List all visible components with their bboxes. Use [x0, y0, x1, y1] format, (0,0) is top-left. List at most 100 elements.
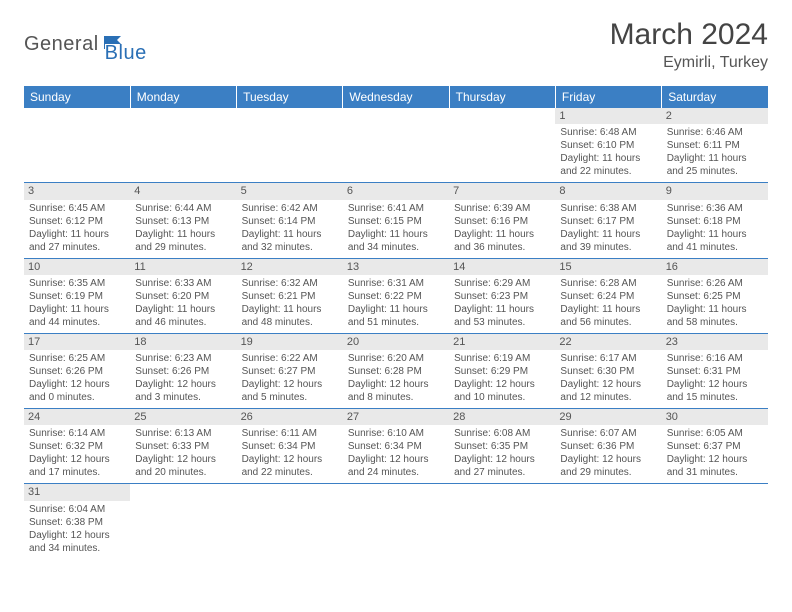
cell-sunrise: Sunrise: 6:16 AM — [667, 352, 763, 365]
day-number: 16 — [662, 259, 768, 275]
calendar-cell: 6Sunrise: 6:41 AMSunset: 6:15 PMDaylight… — [343, 183, 449, 258]
cell-sunset: Sunset: 6:10 PM — [560, 139, 656, 152]
cell-sunrise: Sunrise: 6:46 AM — [667, 126, 763, 139]
day-number: 10 — [24, 259, 130, 275]
day-number: 25 — [130, 409, 236, 425]
calendar-cell: 16Sunrise: 6:26 AMSunset: 6:25 PMDayligh… — [662, 258, 768, 333]
cell-dl1: Daylight: 11 hours — [135, 303, 231, 316]
cell-sunset: Sunset: 6:14 PM — [242, 215, 338, 228]
calendar-cell — [130, 484, 236, 559]
day-number: 28 — [449, 409, 555, 425]
cell-dl2: and 51 minutes. — [348, 316, 444, 329]
cell-dl2: and 29 minutes. — [560, 466, 656, 479]
calendar-cell: 25 Sunrise: 6:13 AMSunset: 6:33 PMDayligh… — [130, 409, 236, 484]
cell-sunset: Sunset: 6:30 PM — [560, 365, 656, 378]
cell-sunset: Sunset: 6:27 PM — [242, 365, 338, 378]
cell-dl1: Daylight: 11 hours — [560, 152, 656, 165]
cell-dl2: and 24 minutes. — [348, 466, 444, 479]
cell-sunrise: Sunrise: 6:13 AM — [135, 427, 231, 440]
calendar-cell: 22Sunrise: 6:17 AMSunset: 6:30 PMDayligh… — [555, 333, 661, 408]
cell-sunset: Sunset: 6:12 PM — [29, 215, 125, 228]
calendar-cell: 20Sunrise: 6:20 AMSunset: 6:28 PMDayligh… — [343, 333, 449, 408]
cell-dl1: Daylight: 12 hours — [667, 453, 763, 466]
calendar-row: 1Sunrise: 6:48 AMSunset: 6:10 PMDaylight… — [24, 108, 768, 183]
cell-sunrise: Sunrise: 6:42 AM — [242, 202, 338, 215]
day-number: 23 — [662, 334, 768, 350]
day-number: 31 — [24, 484, 130, 500]
cell-sunrise: Sunrise: 6:44 AM — [135, 202, 231, 215]
cell-dl2: and 58 minutes. — [667, 316, 763, 329]
cell-dl2: and 48 minutes. — [242, 316, 338, 329]
cell-sunrise: Sunrise: 6:14 AM — [29, 427, 125, 440]
calendar-cell: 24Sunrise: 6:14 AMSunset: 6:32 PMDayligh… — [24, 409, 130, 484]
cell-sunrise: Sunrise: 6:35 AM — [29, 277, 125, 290]
day-number: 9 — [662, 183, 768, 199]
cell-dl2: and 12 minutes. — [560, 391, 656, 404]
day-number: 13 — [343, 259, 449, 275]
title-block: March 2024 Eymirli, Turkey — [610, 18, 768, 72]
cell-sunset: Sunset: 6:32 PM — [29, 440, 125, 453]
cell-sunrise: Sunrise: 6:05 AM — [667, 427, 763, 440]
cell-dl2: and 53 minutes. — [454, 316, 550, 329]
cell-sunrise: Sunrise: 6:10 AM — [348, 427, 444, 440]
cell-sunrise: Sunrise: 6:28 AM — [560, 277, 656, 290]
calendar-cell — [343, 108, 449, 183]
calendar-cell — [449, 108, 555, 183]
cell-sunset: Sunset: 6:36 PM — [560, 440, 656, 453]
cell-sunset: Sunset: 6:37 PM — [667, 440, 763, 453]
cell-dl1: Daylight: 12 hours — [29, 378, 125, 391]
calendar-cell: 30Sunrise: 6:05 AMSunset: 6:37 PMDayligh… — [662, 409, 768, 484]
dh-sun: Sunday — [24, 86, 130, 108]
cell-sunset: Sunset: 6:20 PM — [135, 290, 231, 303]
calendar-cell: 21Sunrise: 6:19 AMSunset: 6:29 PMDayligh… — [449, 333, 555, 408]
cell-dl2: and 20 minutes. — [135, 466, 231, 479]
calendar-cell — [24, 108, 130, 183]
cell-sunset: Sunset: 6:18 PM — [667, 215, 763, 228]
cell-dl2: and 3 minutes. — [135, 391, 231, 404]
calendar-cell: 2Sunrise: 6:46 AMSunset: 6:11 PMDaylight… — [662, 108, 768, 183]
cell-sunset: Sunset: 6:13 PM — [135, 215, 231, 228]
day-number: 24 — [24, 409, 130, 425]
day-number: 11 — [130, 259, 236, 275]
calendar-cell: 8Sunrise: 6:38 AMSunset: 6:17 PMDaylight… — [555, 183, 661, 258]
day-number: 27 — [343, 409, 449, 425]
cell-sunset: Sunset: 6:19 PM — [29, 290, 125, 303]
day-number: 14 — [449, 259, 555, 275]
location-label: Eymirli, Turkey — [610, 54, 768, 72]
cell-dl2: and 34 minutes. — [29, 542, 125, 555]
cell-sunset: Sunset: 6:26 PM — [135, 365, 231, 378]
cell-dl1: Daylight: 11 hours — [135, 228, 231, 241]
cell-sunrise: Sunrise: 6:31 AM — [348, 277, 444, 290]
day-number: 29 — [555, 409, 661, 425]
cell-sunrise: Sunrise: 6:11 AM — [242, 427, 338, 440]
day-number: 8 — [555, 183, 661, 199]
day-number: 4 — [130, 183, 236, 199]
cell-dl2: and 56 minutes. — [560, 316, 656, 329]
calendar-cell: 26Sunrise: 6:11 AMSunset: 6:34 PMDayligh… — [237, 409, 343, 484]
cell-sunset: Sunset: 6:26 PM — [29, 365, 125, 378]
day-number: 3 — [24, 183, 130, 199]
cell-sunrise: Sunrise: 6:29 AM — [454, 277, 550, 290]
cell-dl2: and 27 minutes. — [29, 241, 125, 254]
cell-dl1: Daylight: 12 hours — [454, 453, 550, 466]
calendar-row: 10 Sunrise: 6:35 AMSunset: 6:19 PM Dayligh… — [24, 258, 768, 333]
cell-dl2: and 39 minutes. — [560, 241, 656, 254]
cell-sunrise: Sunrise: 6:45 AM — [29, 202, 125, 215]
calendar-cell — [449, 484, 555, 559]
day-number: 6 — [343, 183, 449, 199]
cell-dl1: Daylight: 12 hours — [242, 453, 338, 466]
calendar-cell: 10Sunrise: 6:35 AMSunset: 6:19 PMDayligh… — [24, 258, 130, 333]
calendar-cell: 3Sunrise: 6:45 AMSunset: 6:12 PMDaylight… — [24, 183, 130, 258]
cell-sunrise: Sunrise: 6:20 AM — [348, 352, 444, 365]
cell-sunrise: Sunrise: 6:33 AM — [135, 277, 231, 290]
cell-sunset: Sunset: 6:33 PM — [135, 440, 231, 453]
cell-dl1: Daylight: 12 hours — [135, 378, 231, 391]
cell-dl2: and 34 minutes. — [348, 241, 444, 254]
cell-dl1: Daylight: 12 hours — [560, 378, 656, 391]
calendar-cell: 19Sunrise: 6:22 AMSunset: 6:27 PMDayligh… — [237, 333, 343, 408]
cell-dl1: Daylight: 12 hours — [135, 453, 231, 466]
cell-sunrise: Sunrise: 6:22 AM — [242, 352, 338, 365]
cell-dl1: Daylight: 12 hours — [348, 378, 444, 391]
calendar-row: 24 Sunrise: 6:14 AMSunset: 6:32 PM Dayligh… — [24, 409, 768, 484]
cell-sunrise: Sunrise: 6:26 AM — [667, 277, 763, 290]
